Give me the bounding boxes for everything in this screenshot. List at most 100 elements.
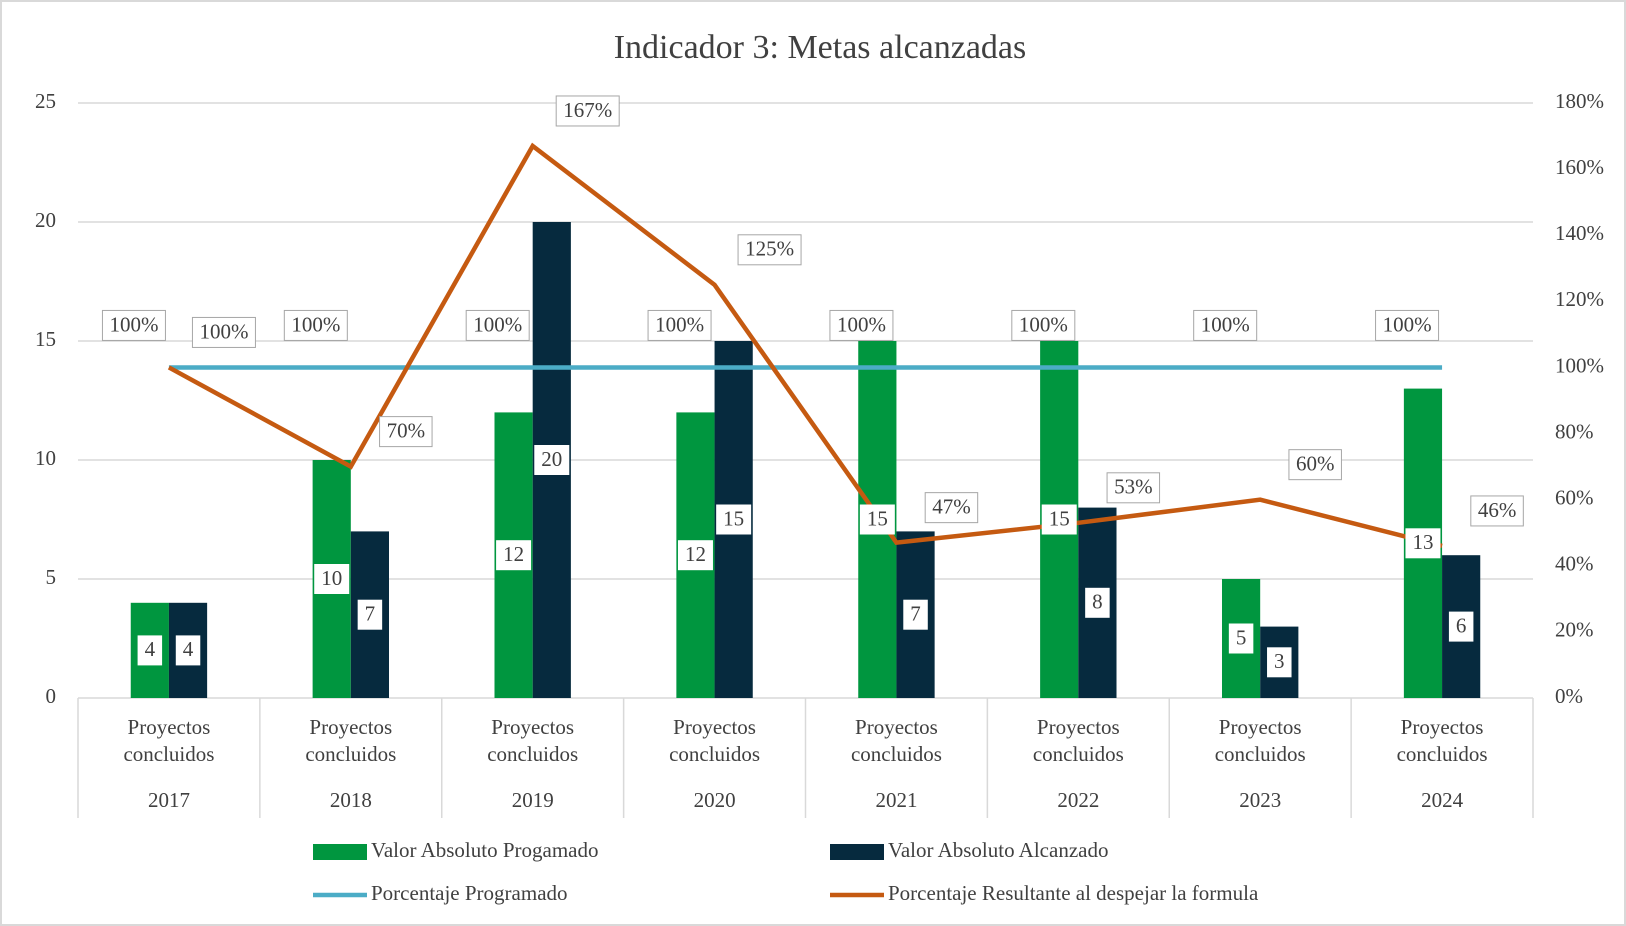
data-label: 70% bbox=[387, 418, 426, 442]
data-label-box bbox=[924, 492, 979, 524]
data-label: 6 bbox=[1456, 613, 1467, 637]
x-tick-label-line: Proyectos bbox=[1401, 715, 1484, 739]
data-label-box bbox=[191, 316, 256, 348]
x-tick-label: Proyectos concluidos bbox=[669, 715, 760, 766]
data-label: 46% bbox=[1478, 498, 1517, 522]
y2-tick-label: 100% bbox=[1555, 353, 1604, 377]
data-label-box bbox=[647, 309, 712, 341]
x-tick-label: Proyectos concluidos bbox=[1033, 715, 1124, 766]
y2-tick-label: 180% bbox=[1555, 89, 1604, 113]
data-label: 100% bbox=[291, 312, 340, 336]
x-group-label: 2024 bbox=[1421, 788, 1464, 812]
data-label: 100% bbox=[1019, 312, 1068, 336]
data-label: 10 bbox=[321, 566, 342, 590]
data-label-box bbox=[465, 309, 530, 341]
data-label: 4 bbox=[145, 637, 156, 661]
data-label-box bbox=[859, 504, 895, 535]
data-label-box bbox=[1470, 495, 1524, 527]
data-label-box bbox=[101, 309, 166, 341]
x-tick-label-line: concluidos bbox=[123, 742, 214, 766]
y-tick-label: 5 bbox=[46, 565, 57, 589]
x-tick-label-line: concluidos bbox=[1397, 742, 1488, 766]
legend-swatch bbox=[313, 844, 367, 860]
data-label-box bbox=[1106, 472, 1161, 504]
x-tick-label-line: concluidos bbox=[669, 742, 760, 766]
y2-tick-label: 160% bbox=[1555, 155, 1604, 179]
line bbox=[167, 142, 1443, 549]
y-tick-label: 10 bbox=[35, 446, 56, 470]
x-group-label: 2019 bbox=[512, 788, 554, 812]
y2-tick-label: 20% bbox=[1555, 618, 1594, 642]
x-tick-label-line: concluidos bbox=[487, 742, 578, 766]
data-label: 100% bbox=[109, 312, 158, 336]
data-label-box bbox=[534, 445, 570, 475]
data-label-box bbox=[903, 599, 928, 630]
data-label-box bbox=[1193, 309, 1258, 341]
data-label: 60% bbox=[1296, 451, 1335, 475]
data-label-box bbox=[555, 95, 620, 127]
data-label: 47% bbox=[932, 494, 971, 518]
x-tick-label-line: Proyectos bbox=[128, 715, 211, 739]
x-group-label: 2022 bbox=[1057, 788, 1099, 812]
x-tick-label: Proyectos concluidos bbox=[1397, 715, 1488, 766]
data-label: 4 bbox=[183, 637, 194, 661]
y2-tick-label: 80% bbox=[1555, 419, 1594, 443]
x-tick-label-line: concluidos bbox=[1215, 742, 1306, 766]
x-group-label: 2018 bbox=[330, 788, 372, 812]
data-label-box bbox=[1228, 623, 1254, 654]
x-tick-label-line: Proyectos bbox=[673, 715, 756, 739]
data-label: 7 bbox=[365, 602, 376, 626]
data-label: 15 bbox=[723, 506, 744, 530]
data-label-box bbox=[1375, 309, 1440, 341]
x-tick-label-line: concluidos bbox=[1033, 742, 1124, 766]
data-label: 13 bbox=[1412, 530, 1433, 554]
data-label: 53% bbox=[1114, 475, 1153, 499]
data-label: 20 bbox=[541, 447, 562, 471]
data-label: 100% bbox=[1383, 312, 1432, 336]
y-tick-label: 25 bbox=[35, 89, 56, 113]
data-label-box bbox=[716, 504, 752, 535]
data-label-box bbox=[1288, 449, 1342, 481]
data-label: 5 bbox=[1236, 625, 1247, 649]
x-group-label: 2021 bbox=[875, 788, 917, 812]
data-label: 12 bbox=[685, 542, 706, 566]
x-tick-label-line: concluidos bbox=[851, 742, 942, 766]
data-label: 3 bbox=[1274, 649, 1285, 673]
data-label-box bbox=[1011, 309, 1076, 341]
data-label-box bbox=[1448, 611, 1474, 642]
x-tick-label: Proyectos concluidos bbox=[851, 715, 942, 766]
x-tick-label: Proyectos concluidos bbox=[487, 715, 578, 766]
legend-swatch bbox=[830, 844, 884, 860]
data-label: 100% bbox=[837, 312, 886, 336]
y2-tick-label: 140% bbox=[1555, 221, 1604, 245]
data-label: 15 bbox=[1049, 506, 1070, 530]
data-label-box bbox=[379, 416, 433, 448]
data-label-box bbox=[829, 309, 894, 341]
data-label: 12 bbox=[503, 542, 524, 566]
x-group-label: 2023 bbox=[1239, 788, 1281, 812]
legend-label: Porcentaje Programado bbox=[371, 881, 568, 905]
y-tick-label: 15 bbox=[35, 327, 56, 351]
legend-label: Valor Absoluto Alcanzado bbox=[888, 838, 1108, 862]
x-tick-label-line: Proyectos bbox=[491, 715, 574, 739]
x-tick-label-line: Proyectos bbox=[1219, 715, 1302, 739]
legend-label: Valor Absoluto Progamado bbox=[371, 838, 598, 862]
x-group-label: 2017 bbox=[148, 788, 190, 812]
legend-label: Porcentaje Resultante al despejar la for… bbox=[888, 881, 1259, 905]
x-tick-label: Proyectos concluidos bbox=[305, 715, 396, 766]
data-label: 167% bbox=[563, 98, 612, 122]
x-tick-label-line: Proyectos bbox=[309, 715, 392, 739]
data-label: 100% bbox=[473, 312, 522, 336]
x-tick-label-line: Proyectos bbox=[1037, 715, 1120, 739]
data-label-box bbox=[737, 234, 802, 266]
y2-tick-label: 40% bbox=[1555, 552, 1594, 576]
data-label-box bbox=[175, 635, 201, 666]
y2-tick-label: 60% bbox=[1555, 485, 1594, 509]
data-label: 100% bbox=[1201, 312, 1250, 336]
chart-title: Indicador 3: Metas alcanzadas bbox=[614, 29, 1027, 66]
data-label-box bbox=[1085, 587, 1110, 618]
x-tick-label: Proyectos concluidos bbox=[123, 715, 214, 766]
